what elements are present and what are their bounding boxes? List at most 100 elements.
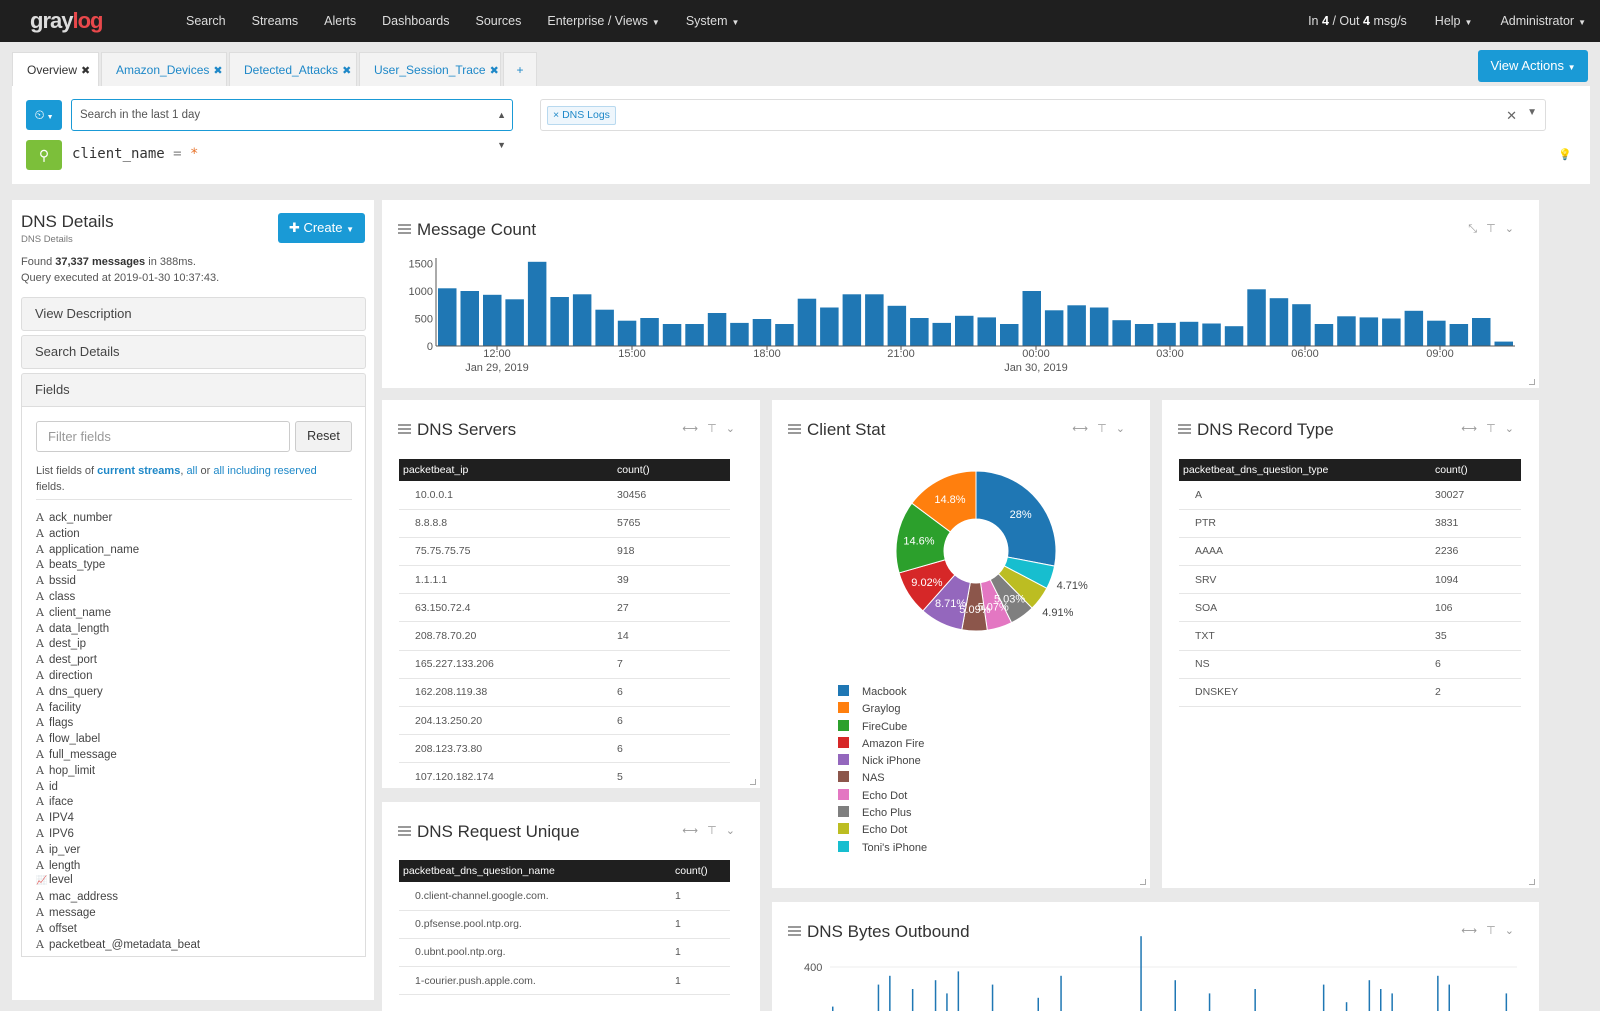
bar[interactable] xyxy=(438,288,457,347)
time-range-type-button[interactable]: ⏲ ▼ xyxy=(26,100,62,130)
bar[interactable] xyxy=(1157,322,1176,346)
table-row[interactable]: PTR 3831 xyxy=(1179,509,1521,538)
tab-detected-attacks[interactable]: Detected_Attacks ✖ xyxy=(229,52,357,88)
table-row[interactable]: 8.8.8.8 5765 xyxy=(399,509,730,538)
expand-icon[interactable]: ⟷ xyxy=(682,825,702,837)
bar[interactable] xyxy=(775,324,794,346)
search-details-toggle[interactable]: Search Details xyxy=(21,335,366,369)
bar[interactable] xyxy=(707,313,727,346)
bar[interactable] xyxy=(1322,984,1325,1011)
bar[interactable] xyxy=(505,299,524,347)
resize-handle[interactable] xyxy=(1529,879,1535,885)
bar[interactable] xyxy=(1505,993,1508,1011)
bar[interactable] xyxy=(889,975,891,1011)
create-button[interactable]: ✚ Create ▼ xyxy=(278,213,365,243)
bar[interactable] xyxy=(932,322,952,346)
bar[interactable] xyxy=(1437,975,1439,1011)
table-row[interactable]: 208.123.73.80 6 xyxy=(399,734,730,764)
column-header[interactable]: packetbeat_ip xyxy=(399,459,613,481)
column-header[interactable]: count() xyxy=(671,860,730,882)
resize-handle[interactable] xyxy=(1529,379,1535,385)
time-range-select[interactable]: Search in the last 1 day ▲ ▼ xyxy=(71,99,513,150)
drag-handle-icon[interactable] xyxy=(398,424,411,434)
bar[interactable] xyxy=(1208,993,1211,1011)
drag-handle-icon[interactable] xyxy=(1178,424,1191,434)
tab-add-button[interactable]: + xyxy=(503,52,537,88)
bar[interactable] xyxy=(1000,324,1019,346)
bar[interactable] xyxy=(887,305,907,346)
bar[interactable] xyxy=(955,315,974,347)
table-row[interactable]: 208.78.70.20 14 xyxy=(399,621,730,651)
nav-enterprise-views[interactable]: Enterprise / Views ▼ xyxy=(547,14,659,28)
bar[interactable] xyxy=(1448,984,1451,1011)
reset-button[interactable]: Reset xyxy=(295,421,352,452)
graylog-logo[interactable]: graylog xyxy=(30,8,126,34)
nav-system[interactable]: System ▼ xyxy=(686,14,740,28)
chevron-down-icon[interactable]: ⌄ xyxy=(1115,423,1128,435)
table-row[interactable]: 204.13.250.20 6 xyxy=(399,706,730,736)
bar[interactable] xyxy=(1022,291,1042,346)
table-row[interactable]: 162.208.119.38 6 xyxy=(399,678,730,708)
legend-item[interactable]: Nick iPhone xyxy=(838,754,927,771)
table-row[interactable]: 0.ubnt.pool.ntp.org. 1 xyxy=(399,938,730,968)
bar[interactable] xyxy=(910,318,929,346)
field-item[interactable]: 📈 level xyxy=(36,874,200,890)
table-row[interactable]: 0.client-channel.google.com. 1 xyxy=(399,882,730,911)
bar[interactable] xyxy=(946,993,948,1011)
bar[interactable] xyxy=(527,261,547,346)
table-row[interactable]: 63.150.72.4 27 xyxy=(399,593,730,623)
close-icon[interactable]: ✖ xyxy=(342,65,352,77)
bar[interactable] xyxy=(1292,304,1311,346)
drag-handle-icon[interactable] xyxy=(788,424,801,434)
bar[interactable] xyxy=(1202,323,1221,347)
bar[interactable] xyxy=(957,971,960,1011)
bar[interactable] xyxy=(991,984,994,1011)
chevron-down-icon[interactable]: ⌄ xyxy=(1504,925,1517,937)
bar[interactable] xyxy=(1174,980,1177,1011)
bar[interactable] xyxy=(877,984,880,1011)
filter-icon[interactable]: ⊤ xyxy=(707,423,720,435)
bar[interactable] xyxy=(662,324,682,346)
expand-icon[interactable]: ⟷ xyxy=(1461,925,1481,937)
filter-icon[interactable]: ⊤ xyxy=(1486,423,1499,435)
table-row[interactable]: 10.0.0.1 30456 xyxy=(399,481,730,510)
query-input[interactable]: client_name = * xyxy=(72,146,198,162)
bar[interactable] xyxy=(483,294,502,346)
legend-item[interactable]: Macbook xyxy=(838,685,927,702)
bar[interactable] xyxy=(1345,1002,1348,1011)
filter-icon[interactable]: ⊤ xyxy=(707,825,720,837)
bar[interactable] xyxy=(1380,989,1382,1011)
bar[interactable] xyxy=(1060,975,1062,1011)
widget-title[interactable]: DNS Bytes Outbound xyxy=(788,922,970,942)
filter-icon[interactable]: ⊤ xyxy=(1486,223,1499,235)
drag-handle-icon[interactable] xyxy=(788,926,801,936)
bar[interactable] xyxy=(1494,341,1514,346)
bar[interactable] xyxy=(1254,989,1256,1011)
bar[interactable] xyxy=(595,309,614,346)
bar[interactable] xyxy=(1134,324,1154,346)
bar[interactable] xyxy=(1247,289,1266,346)
filter-fields-input[interactable]: Filter fields xyxy=(36,421,290,452)
table-row[interactable]: TXT 35 xyxy=(1179,621,1521,651)
column-header[interactable]: count() xyxy=(1431,459,1521,481)
nav-dashboards[interactable]: Dashboards xyxy=(382,14,450,28)
column-header[interactable]: count() xyxy=(613,459,730,481)
nav-alerts[interactable]: Alerts xyxy=(324,14,357,28)
nav-streams[interactable]: Streams xyxy=(251,14,299,28)
tab-user-session-trace[interactable]: User_Session_Trace ✖ xyxy=(359,52,501,88)
bar[interactable] xyxy=(1368,980,1371,1011)
pie-slice[interactable] xyxy=(911,470,977,533)
compress-icon[interactable]: ⤡ xyxy=(1468,223,1481,235)
resize-handle[interactable] xyxy=(750,779,756,785)
bar[interactable] xyxy=(685,324,704,346)
bar[interactable] xyxy=(1337,316,1356,346)
